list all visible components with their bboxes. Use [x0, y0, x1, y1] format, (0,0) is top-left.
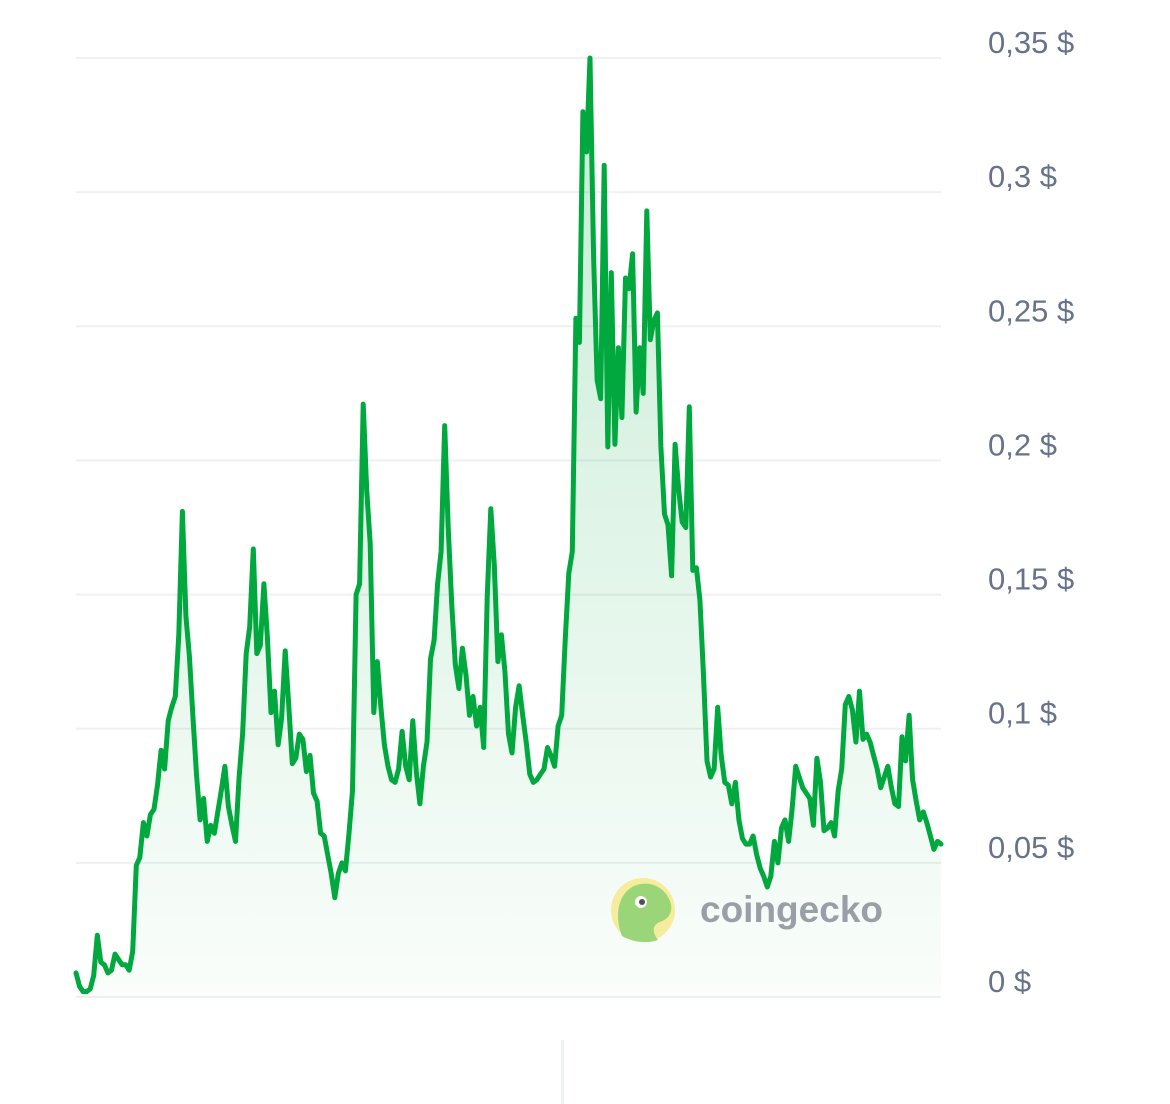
gecko-logo-icon — [611, 878, 675, 943]
x-axis-marker — [561, 1040, 564, 1104]
price-line — [73, 55, 944, 995]
y-tick-label: 0,05 $ — [988, 830, 1074, 865]
y-tick-label: 0,3 $ — [988, 159, 1057, 194]
y-tick-label: 0 $ — [988, 964, 1031, 999]
coingecko-watermark: coingecko — [611, 878, 883, 943]
watermark-text: coingecko — [700, 889, 883, 930]
y-tick-label: 0,15 $ — [988, 562, 1074, 597]
price-area — [76, 58, 941, 997]
y-axis: 0 $ 0,05 $ 0,1 $ 0,15 $ 0,2 $ 0,25 $ 0,3 $ 0,35… — [988, 25, 1074, 999]
y-tick-label: 0,1 $ — [988, 696, 1057, 731]
y-tick-label: 0,25 $ — [988, 293, 1074, 328]
y-tick-label: 0,2 $ — [988, 427, 1057, 462]
y-tick-label: 0,35 $ — [988, 25, 1074, 60]
